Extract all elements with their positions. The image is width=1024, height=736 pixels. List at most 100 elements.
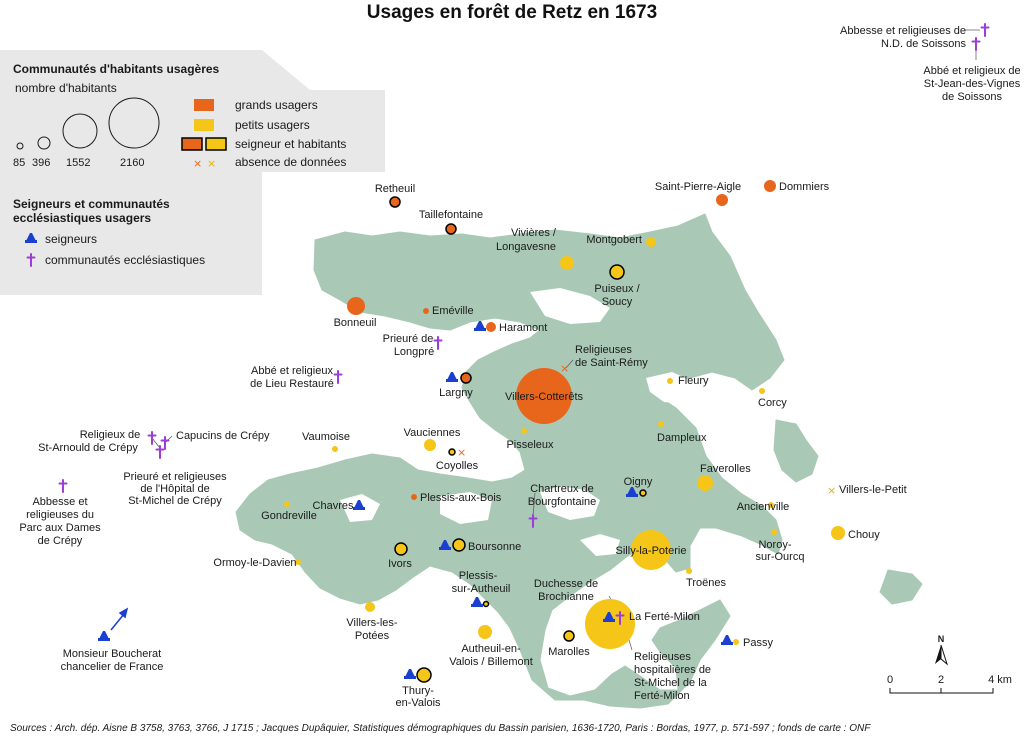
circle-montgobert — [646, 237, 656, 247]
cross-icon-lieu — [333, 370, 343, 384]
legend-petits: petits usagers — [235, 118, 310, 132]
label-hospitalieres-2: hospitalières de — [634, 664, 711, 676]
swatch-grands — [194, 99, 214, 111]
absence-icon-st-remy: × — [560, 362, 569, 375]
legend-panel: Communautés d'habitants usagères nombre … — [0, 50, 385, 295]
label-villers-potees-2: Potées — [355, 630, 390, 642]
circle-vivieres — [560, 256, 574, 270]
label-hospitalieres-3: St-Michel de la — [634, 677, 708, 689]
circle-haramont — [486, 322, 496, 332]
circle-fleury — [667, 378, 673, 384]
label-religieuses-st-remy-2: de Saint-Rémy — [575, 357, 648, 369]
circle-pisseleux — [521, 428, 527, 434]
boucherat-arrow — [110, 607, 129, 631]
circle-vauciennes — [424, 439, 436, 451]
legend-seigneur-hab: seigneur et habitants — [235, 137, 346, 151]
legend-section2-title-1: Seigneurs et communautés — [13, 197, 170, 211]
label-religieux-st-arnould-2: St-Arnould de Crépy — [38, 442, 138, 454]
circle-ancienville — [768, 502, 774, 508]
swatch-seigneur-grand — [181, 137, 203, 151]
lord-icon-haramont — [474, 321, 486, 331]
label-chartreux-1: Chartreux de — [530, 483, 594, 495]
cross-icon-hopital — [155, 445, 165, 459]
circle-noroy — [771, 529, 777, 535]
label-prieure-hopital-1: Prieuré et religieuses — [123, 471, 227, 483]
label-villers-cotterets: Villers-Cotterêts — [505, 391, 584, 403]
label-oigny: Oigny — [624, 476, 653, 488]
swatch-seigneur-petit — [205, 137, 227, 151]
label-duchesse-1: Duchesse de — [534, 578, 598, 590]
circle-gondreville — [284, 501, 290, 507]
legend-section1-title: Communautés d'habitants usagères — [13, 62, 220, 76]
size-circles — [16, 97, 160, 150]
circle-retheuil — [389, 196, 401, 208]
label-prieure-hopital-3: St-Michel de Crépy — [128, 495, 222, 507]
circle-dommiers — [764, 180, 776, 192]
legend-ecclesiastiques: communautés ecclésiastiques — [45, 253, 205, 267]
label-haramont: Haramont — [499, 322, 547, 334]
circle-troenes — [686, 568, 692, 574]
label-abbesse-parc-2: religieuses du — [26, 509, 94, 521]
label-capucins: Capucins de Crépy — [176, 430, 270, 442]
circle-ormoy — [295, 559, 301, 565]
circle-bonneuil — [347, 297, 365, 315]
label-chouy: Chouy — [848, 529, 880, 541]
label-la-ferte-milon: La Ferté-Milon — [629, 611, 700, 623]
legend-seigneurs: seigneurs — [45, 232, 97, 246]
circle-villers-potees — [365, 602, 375, 612]
label-abbesse-soissons-2: N.D. de Soissons — [881, 38, 966, 50]
cross-icon-st-arnould — [147, 431, 157, 445]
label-thury-1: Thury- — [402, 685, 434, 697]
label-thury-2: en-Valois — [395, 697, 441, 709]
label-religieux-st-arnould-1: Religieux de — [80, 429, 141, 441]
label-hospitalieres-4: Ferté-Milon — [634, 690, 690, 702]
label-pisseleux: Pisseleux — [506, 439, 554, 451]
label-abbe-lieu-1: Abbé et religieux — [251, 365, 333, 377]
label-saint-pierre-aigle: Saint-Pierre-Aigle — [655, 181, 741, 193]
legend-grands: grands usagers — [235, 98, 318, 112]
forest-area — [235, 213, 923, 709]
lord-icon-passy — [721, 635, 733, 645]
label-vauciennes: Vauciennes — [404, 427, 461, 439]
label-prieure-hopital-2: de l'Hôpital de — [140, 483, 209, 495]
cross-icon-longpre — [433, 336, 443, 350]
label-abbe-stjean-1: Abbé et religieux de — [923, 65, 1020, 77]
label-marolles: Marolles — [548, 646, 590, 658]
label-autheuil-2: Valois / Billemont — [449, 656, 533, 668]
label-emeville: Eméville — [432, 305, 474, 317]
circle-autheuil — [478, 625, 492, 639]
label-plessis-aux-bois: Plessis-aux-Bois — [420, 492, 502, 504]
label-plessis-autheuil-2: sur-Autheuil — [452, 583, 511, 595]
label-puiseux-1: Puiseux / — [594, 283, 640, 295]
label-passy: Passy — [743, 637, 773, 649]
circle-faverolles — [697, 475, 713, 491]
size-label-396: 396 — [32, 157, 50, 169]
label-silly: Silly-la-Poterie — [616, 545, 687, 557]
label-largny: Largny — [439, 387, 473, 399]
circle-silly — [631, 530, 671, 570]
communities — [284, 180, 845, 683]
lord-icon-plessis — [471, 597, 483, 607]
cross-icon-capucins — [160, 436, 170, 450]
label-abbesse-parc-3: Parc aux Dames — [19, 522, 101, 534]
label-abbe-stjean-3: de Soissons — [942, 91, 1002, 103]
label-dommiers: Dommiers — [779, 181, 830, 193]
circle-passy — [733, 639, 739, 645]
lord-icon-largny — [446, 372, 458, 382]
scale-two: 2 — [938, 674, 944, 686]
size-label-1552: 1552 — [66, 157, 90, 169]
label-prieure-longpre-2: Longpré — [394, 346, 434, 358]
cross-icon-abbesse-soissons — [980, 23, 990, 37]
circle-oigny — [639, 489, 647, 497]
north-arrow: N — [935, 634, 948, 666]
label-bonneuil: Bonneuil — [334, 317, 377, 329]
place-labels: Retheuil Taillefontaine Saint-Pierre-Aig… — [19, 25, 1020, 709]
scale-zero: 0 — [887, 674, 893, 686]
legend-section2-title-2: ecclésiastiques usagers — [13, 211, 151, 225]
label-chavres: Chavres — [313, 500, 354, 512]
label-faverolles: Faverolles — [700, 463, 751, 475]
circle-plessis-aux-bois — [411, 494, 417, 500]
label-noroy-2: sur-Ourcq — [756, 551, 805, 563]
swatch-petits — [194, 119, 214, 131]
label-dampleux: Dampleux — [657, 432, 707, 444]
